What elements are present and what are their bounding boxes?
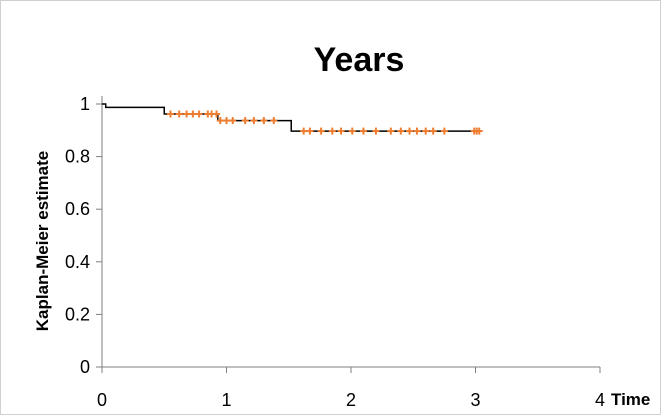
y-tick-label: 1 — [80, 94, 90, 114]
censored-marker — [372, 127, 380, 135]
censored-marker — [422, 127, 430, 135]
censored-marker — [406, 127, 414, 135]
censored-marker — [166, 110, 174, 118]
x-tick-label: 0 — [97, 390, 107, 410]
censored-marker — [195, 110, 203, 118]
y-tick-label: 0.4 — [65, 252, 90, 272]
censored-marker — [189, 110, 197, 118]
censored-marker — [250, 117, 258, 125]
censored-marker — [317, 127, 325, 135]
censored-marker — [413, 127, 421, 135]
censored-marker — [213, 110, 221, 118]
y-tick-label: 0 — [80, 357, 90, 377]
y-tick-label: 0.8 — [65, 147, 90, 167]
censored-marker — [359, 127, 367, 135]
x-tick-label: 4 — [595, 390, 605, 410]
y-axis-label: Kaplan-Meier estimate — [33, 151, 52, 331]
y-tick-label: 0.2 — [65, 304, 90, 324]
censored-marker — [306, 127, 314, 135]
survival-step-line — [102, 103, 482, 132]
censored-marker — [260, 117, 268, 125]
x-tick-label: 3 — [470, 390, 480, 410]
axes — [101, 96, 600, 368]
survival-step-series — [102, 103, 482, 132]
censored-marker — [229, 117, 237, 125]
tick-labels: 0 1 2 3 4 0 0.2 0.4 0.6 0.8 1 — [65, 94, 605, 410]
censored-marker — [397, 127, 405, 135]
censored-marker — [216, 117, 224, 125]
chart-title: Years — [314, 41, 405, 79]
censored-marker — [183, 110, 191, 118]
censored-marker — [440, 127, 448, 135]
censored-marker — [348, 127, 356, 135]
x-tick-label: 1 — [221, 390, 231, 410]
censored-marker — [223, 117, 230, 125]
censored-marker — [475, 127, 483, 135]
censored-marker — [387, 127, 395, 135]
censored-marker — [175, 110, 183, 118]
x-tick-label: 2 — [346, 390, 356, 410]
censored-markers-series — [166, 110, 483, 135]
censored-marker — [241, 117, 249, 125]
y-tick-label: 0.6 — [65, 199, 90, 219]
censored-marker — [270, 117, 278, 125]
censored-marker — [328, 127, 336, 135]
censored-marker — [429, 127, 437, 135]
censored-marker — [337, 127, 345, 135]
censored-marker — [300, 127, 308, 135]
x-axis-label: Time — [611, 390, 650, 409]
